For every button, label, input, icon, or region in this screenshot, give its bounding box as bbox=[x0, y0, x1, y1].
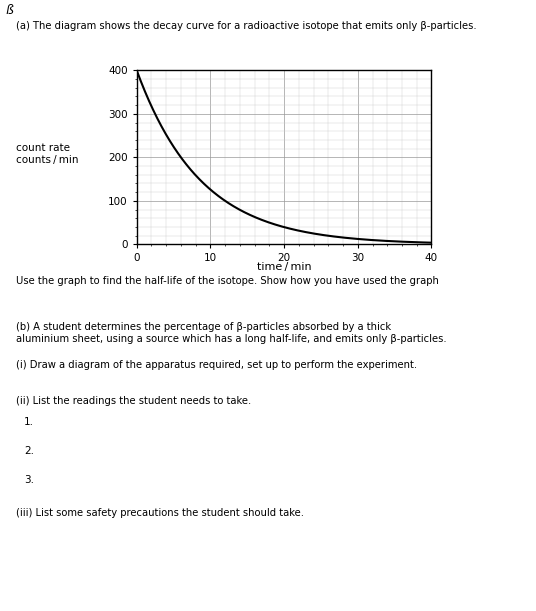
Text: (b) A student determines the percentage of β-particles absorbed by a thick: (b) A student determines the percentage … bbox=[16, 322, 391, 332]
Text: time / min: time / min bbox=[257, 262, 311, 271]
Text: Use the graph to find the half-life of the isotope. Show how you have used the g: Use the graph to find the half-life of t… bbox=[16, 276, 439, 286]
Text: 3.: 3. bbox=[24, 475, 34, 485]
Text: count rate: count rate bbox=[16, 143, 70, 153]
Text: ß: ß bbox=[5, 4, 13, 17]
Text: 2.: 2. bbox=[24, 446, 34, 456]
Text: (iii) List some safety precautions the student should take.: (iii) List some safety precautions the s… bbox=[16, 508, 304, 518]
Text: (i) Draw a diagram of the apparatus required, set up to perform the experiment.: (i) Draw a diagram of the apparatus requ… bbox=[16, 360, 417, 370]
Text: aluminium sheet, using a source which has a long half-life, and emits only β-par: aluminium sheet, using a source which ha… bbox=[16, 334, 446, 344]
Text: (a) The diagram shows the decay curve for a radioactive isotope that emits only : (a) The diagram shows the decay curve fo… bbox=[16, 21, 477, 31]
Text: 1.: 1. bbox=[24, 417, 34, 426]
Text: counts / min: counts / min bbox=[16, 155, 79, 165]
Text: (ii) List the readings the student needs to take.: (ii) List the readings the student needs… bbox=[16, 396, 251, 406]
